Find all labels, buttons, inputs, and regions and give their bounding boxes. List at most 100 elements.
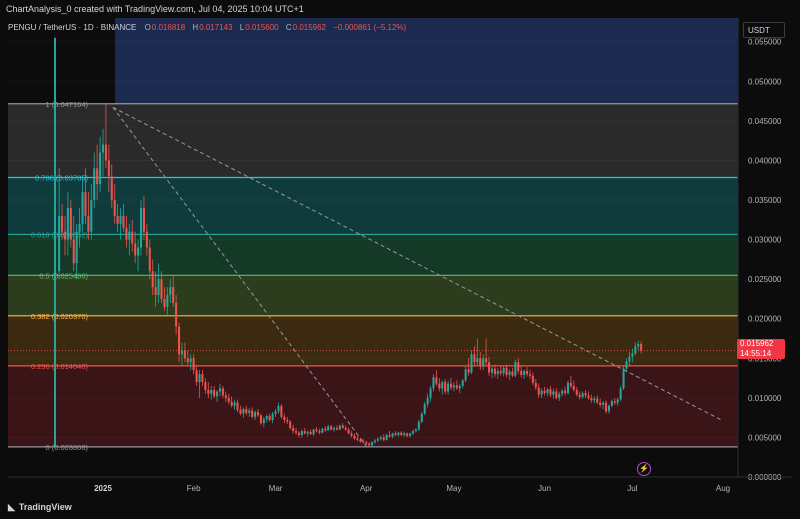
candle-body bbox=[359, 439, 362, 442]
candle bbox=[426, 393, 429, 408]
time-axis: 2025 Feb Mar Apr May Jun Jul Aug bbox=[8, 476, 792, 493]
low-label: L bbox=[239, 23, 245, 32]
candle bbox=[379, 435, 382, 441]
candle bbox=[540, 388, 543, 398]
candle bbox=[417, 420, 420, 432]
price-tick-label: 0.020000 bbox=[748, 315, 782, 324]
candle bbox=[508, 369, 511, 380]
candle-body bbox=[172, 287, 175, 303]
candle bbox=[616, 397, 619, 406]
close-value: 0.015962 bbox=[292, 23, 327, 32]
candle-body bbox=[438, 383, 441, 389]
price-tick-label: 0.040000 bbox=[748, 156, 782, 165]
candle bbox=[192, 354, 195, 375]
candle bbox=[464, 366, 467, 383]
candle-body bbox=[628, 356, 631, 362]
candle bbox=[566, 380, 570, 395]
symbol-label[interactable]: PENGU / TetherUS · 1D · BINANCE bbox=[8, 23, 137, 32]
candle bbox=[268, 413, 271, 422]
candle bbox=[180, 342, 183, 367]
candle-body bbox=[581, 393, 584, 398]
candle-body bbox=[473, 354, 476, 363]
candle-body bbox=[637, 344, 640, 347]
candle-body bbox=[63, 231, 67, 240]
candle-body bbox=[385, 435, 388, 440]
candle-body bbox=[599, 402, 602, 405]
candle bbox=[262, 416, 265, 428]
candle bbox=[90, 184, 93, 240]
price-chart[interactable]: 1 (0.047164) 0.786 (0.03785) 0.618 (0.0306… bbox=[8, 18, 792, 502]
candle bbox=[315, 427, 318, 433]
candle bbox=[327, 424, 330, 432]
price-tick-label: 0.055000 bbox=[748, 38, 782, 47]
candle bbox=[403, 431, 406, 437]
candle bbox=[195, 366, 198, 386]
candle bbox=[107, 144, 110, 193]
candle-body bbox=[131, 231, 134, 244]
candle-body bbox=[485, 358, 488, 363]
candle-body bbox=[119, 215, 122, 224]
candle bbox=[447, 380, 450, 395]
candle-body bbox=[371, 442, 374, 446]
candle-body bbox=[66, 207, 69, 240]
candle-body bbox=[613, 401, 616, 403]
candle-body bbox=[178, 326, 181, 355]
open-value: 0.016818 bbox=[151, 23, 186, 32]
candle bbox=[113, 184, 116, 224]
candle-body bbox=[335, 427, 338, 430]
candle-body bbox=[300, 431, 303, 436]
candle-body bbox=[221, 388, 224, 396]
candle-body bbox=[353, 435, 356, 439]
candle bbox=[607, 404, 610, 414]
candle bbox=[564, 386, 567, 396]
candle bbox=[373, 439, 377, 444]
candle-body bbox=[368, 443, 371, 446]
candle bbox=[333, 426, 336, 432]
candle-body bbox=[84, 192, 87, 216]
candle bbox=[63, 215, 67, 256]
candle bbox=[256, 408, 260, 417]
candle-body bbox=[248, 410, 251, 413]
candle-body bbox=[549, 389, 552, 395]
candle-body bbox=[397, 432, 400, 436]
candle-body bbox=[344, 427, 347, 430]
candle bbox=[569, 375, 572, 389]
candle bbox=[520, 366, 523, 378]
price-axis-bg bbox=[738, 18, 792, 502]
candle bbox=[604, 400, 608, 414]
high-value: 0.017143 bbox=[199, 23, 233, 32]
candle-body bbox=[233, 402, 236, 406]
trendline bbox=[112, 106, 724, 422]
current-price-value: 0.015962 bbox=[740, 339, 774, 348]
candle bbox=[528, 369, 532, 379]
candle-body bbox=[169, 287, 172, 295]
candle-body bbox=[607, 405, 610, 412]
candle bbox=[593, 396, 596, 404]
candle-body bbox=[496, 370, 499, 375]
candle bbox=[142, 196, 145, 240]
candle-body bbox=[350, 433, 353, 436]
candle-body bbox=[537, 387, 540, 395]
candle-body bbox=[318, 431, 321, 433]
candle-body bbox=[338, 425, 341, 430]
candle-body bbox=[426, 397, 429, 405]
candle-body bbox=[110, 176, 113, 201]
lightning-icon[interactable]: ⚡ bbox=[637, 462, 651, 476]
candle-body bbox=[163, 298, 166, 307]
candle-body bbox=[444, 382, 447, 392]
fib-band bbox=[8, 315, 738, 366]
candle bbox=[251, 407, 254, 419]
candle-body bbox=[104, 144, 107, 161]
time-tick-label: Aug bbox=[716, 484, 730, 493]
candle-body bbox=[587, 395, 590, 398]
candle bbox=[531, 372, 534, 386]
candle bbox=[157, 263, 160, 303]
currency-button[interactable]: USDT bbox=[743, 22, 785, 38]
candle bbox=[493, 364, 496, 378]
candle bbox=[104, 103, 107, 169]
candle bbox=[391, 432, 394, 439]
trendlines bbox=[8, 37, 738, 447]
candle bbox=[394, 431, 397, 436]
candle-body bbox=[154, 287, 157, 295]
